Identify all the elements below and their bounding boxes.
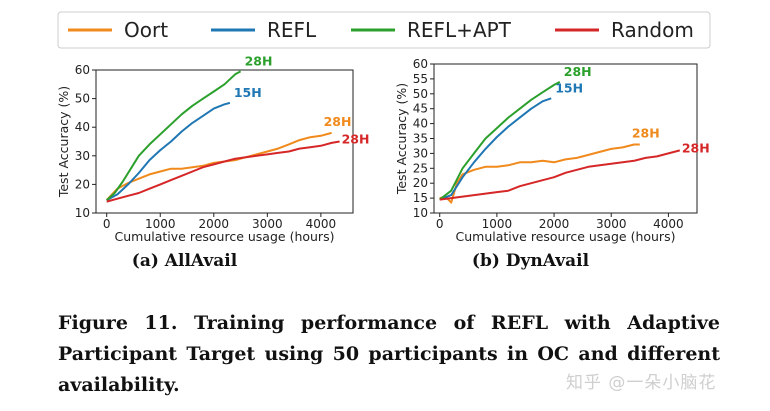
plot-frame (95, 69, 354, 214)
x-tick-label: 4000 (306, 217, 337, 231)
series-end-label-oort: 28H (632, 125, 660, 140)
series-end-label-refl: 15H (555, 80, 583, 95)
series-end-label-random: 28H (682, 140, 710, 155)
watermark: 知乎 @一朵小脑花 (566, 373, 717, 393)
y-tick-label: 50 (75, 92, 90, 106)
series-end-label-random: 28H (342, 132, 370, 147)
y-tick-label: 25 (413, 161, 428, 175)
y-tick-label: 60 (413, 57, 428, 71)
series-line-oort (105, 131, 332, 201)
x-tick-label: 1000 (145, 217, 176, 231)
y-tick-label: 35 (413, 132, 428, 146)
figure-caption: Figure 11. Training performance of REFL … (58, 312, 720, 396)
legend-label-oort: Oort (124, 18, 168, 42)
legend-label-refl: REFL (267, 18, 317, 42)
x-axis-label: Cumulative resource usage (hours) (456, 229, 676, 244)
y-tick-label: 15 (413, 191, 428, 205)
x-tick-label: 0 (103, 217, 111, 231)
x-tick-label: 2000 (539, 217, 570, 231)
legend-label-refl-apt: REFL+APT (407, 18, 512, 42)
series-line-refl-apt (106, 70, 242, 201)
chart-allavail: 10 20 30 40 50 60 0 1000 2000 3000 4000Cumulative … (56, 53, 369, 271)
y-tick-label: 55 (413, 72, 428, 86)
x-axis-label: Cumulative resource usage (hours) (115, 229, 335, 244)
y-tick-label: 40 (75, 120, 90, 134)
series-end-label-refl-apt: 28H (245, 53, 273, 68)
series-line-refl (439, 97, 552, 201)
chart-title: (a) AllAvail (132, 251, 238, 271)
y-tick-label: 45 (413, 102, 428, 116)
series-line-refl (106, 101, 231, 201)
series-line-random (106, 140, 340, 203)
series-end-label-refl-apt: 28H (564, 64, 592, 79)
series-line-refl-apt (439, 81, 561, 201)
y-tick-label: 20 (413, 176, 428, 190)
y-tick-label: 30 (75, 149, 90, 163)
series-line-oort (439, 143, 640, 204)
x-tick-label: 2000 (199, 217, 230, 231)
chart-title: (b) DynAvail (472, 251, 590, 271)
legend-label-random: Random (611, 18, 694, 42)
y-tick-label: 10 (75, 206, 90, 220)
x-tick-label: 3000 (596, 217, 627, 231)
y-tick-label: 30 (413, 146, 428, 160)
y-tick-label: 50 (413, 87, 428, 101)
y-tick-label: 10 (413, 206, 428, 220)
legend: Oort REFL REFL+APT Random (57, 11, 711, 49)
x-tick-label: 3000 (252, 217, 283, 231)
x-tick-label: 4000 (653, 217, 684, 231)
x-tick-label: 0 (436, 217, 444, 231)
y-tick-label: 20 (75, 177, 90, 191)
series-line-random (439, 149, 681, 201)
y-tick-label: 40 (413, 117, 428, 131)
series-end-label-refl: 15H (234, 85, 262, 100)
y-axis-label: Test Accuracy (%) (56, 86, 71, 198)
y-axis-label: Test Accuracy (%) (394, 83, 409, 195)
series-end-label-oort: 28H (324, 114, 352, 129)
y-tick-label: 60 (75, 63, 90, 77)
x-tick-label: 1000 (482, 217, 513, 231)
